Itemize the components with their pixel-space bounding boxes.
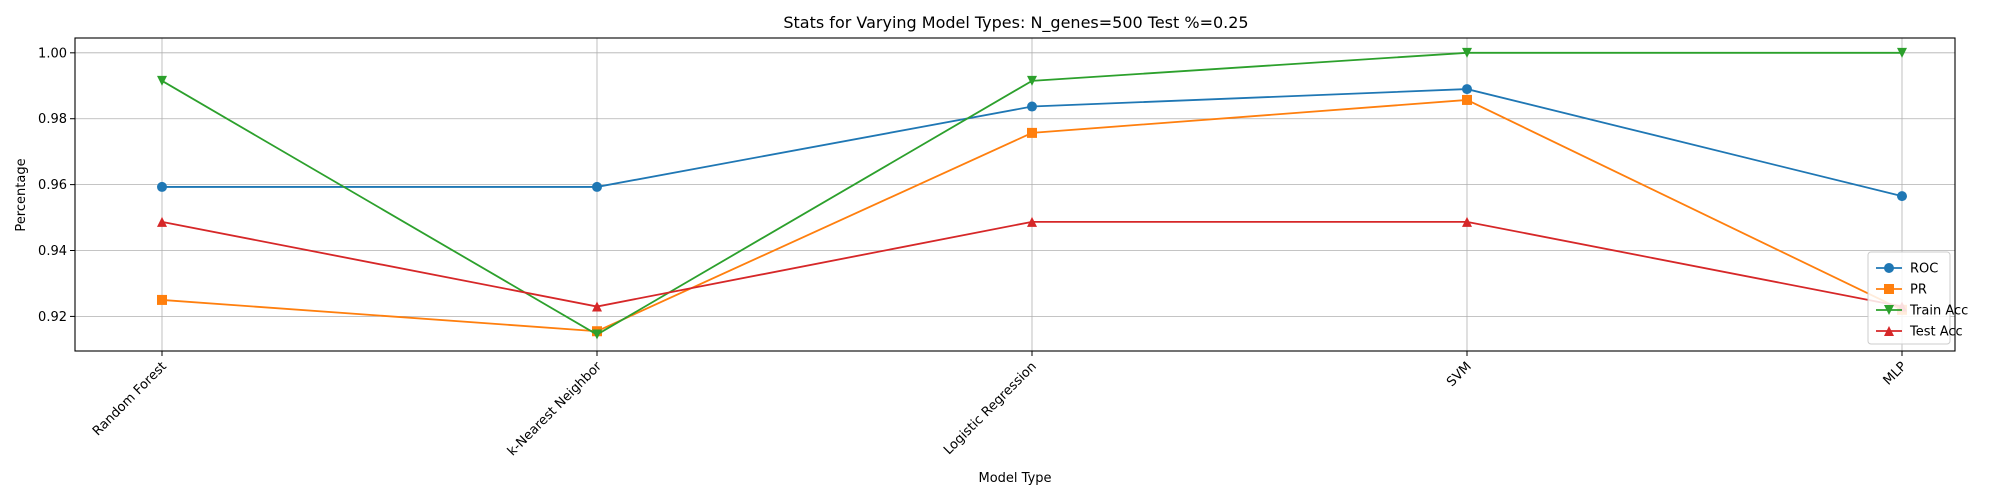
- legend-marker: [1884, 284, 1894, 294]
- x-axis-label: Model Type: [978, 471, 1051, 486]
- data-point-test-acc: [1462, 216, 1472, 227]
- legend-item-pr: PR: [1876, 283, 1927, 298]
- data-point-train-acc: [1897, 47, 1907, 58]
- y-tick-label: 0.94: [38, 244, 67, 259]
- legend-box: [1867, 251, 1951, 345]
- x-tick-label: MLP: [1881, 359, 1910, 388]
- legend-marker: [1884, 305, 1894, 315]
- data-point-roc: [592, 181, 602, 192]
- data-point-pr: [1462, 94, 1472, 105]
- data-point-roc: [1462, 84, 1472, 95]
- data-point-test-acc: [592, 301, 602, 312]
- legend-item-train-acc: Train Acc: [1876, 304, 1968, 319]
- data-point-pr: [1027, 127, 1037, 138]
- legend-label: ROC: [1910, 262, 1938, 277]
- legend-item-roc: ROC: [1876, 262, 1938, 277]
- legend-marker: [1884, 263, 1894, 273]
- series-train-acc: [157, 47, 1907, 340]
- data-point-test-acc: [157, 216, 167, 227]
- y-tick-label: 0.92: [38, 310, 67, 325]
- data-point-roc: [1027, 101, 1037, 112]
- x-tick-label: Random Forest: [90, 359, 170, 439]
- chart-title: Stats for Varying Model Types: N_genes=5…: [783, 13, 1248, 33]
- data-point-roc: [1897, 191, 1907, 202]
- legend-marker: [1884, 326, 1894, 336]
- data-point-train-acc: [157, 75, 167, 86]
- data-point-roc: [157, 181, 167, 192]
- legend-label: Train Acc: [1909, 304, 1968, 319]
- x-tick-label: Logistic Regression: [941, 359, 1040, 458]
- y-tick-label: 1.00: [38, 46, 67, 61]
- legend: ROC PR Train Acc Test Acc: [1867, 251, 1968, 345]
- grid-lines: [75, 38, 1955, 351]
- data-point-train-acc: [592, 329, 602, 340]
- y-tick-label: 0.96: [38, 178, 67, 193]
- data-point-train-acc: [1027, 75, 1037, 86]
- legend-label: PR: [1910, 283, 1927, 298]
- y-tick-label: 0.98: [38, 112, 67, 127]
- data-point-test-acc: [1027, 216, 1037, 227]
- plot-area: [74, 37, 1956, 352]
- y-axis-label: Percentage: [14, 158, 29, 231]
- series-roc: [157, 84, 1907, 202]
- x-tick-label: SVM: [1444, 359, 1475, 390]
- legend-item-test-acc: Test Acc: [1876, 325, 1963, 340]
- data-point-train-acc: [1462, 47, 1472, 58]
- x-tick-label: k-Nearest Neighbor: [505, 359, 605, 459]
- data-point-pr: [157, 294, 167, 305]
- legend-label: Test Acc: [1909, 325, 1963, 340]
